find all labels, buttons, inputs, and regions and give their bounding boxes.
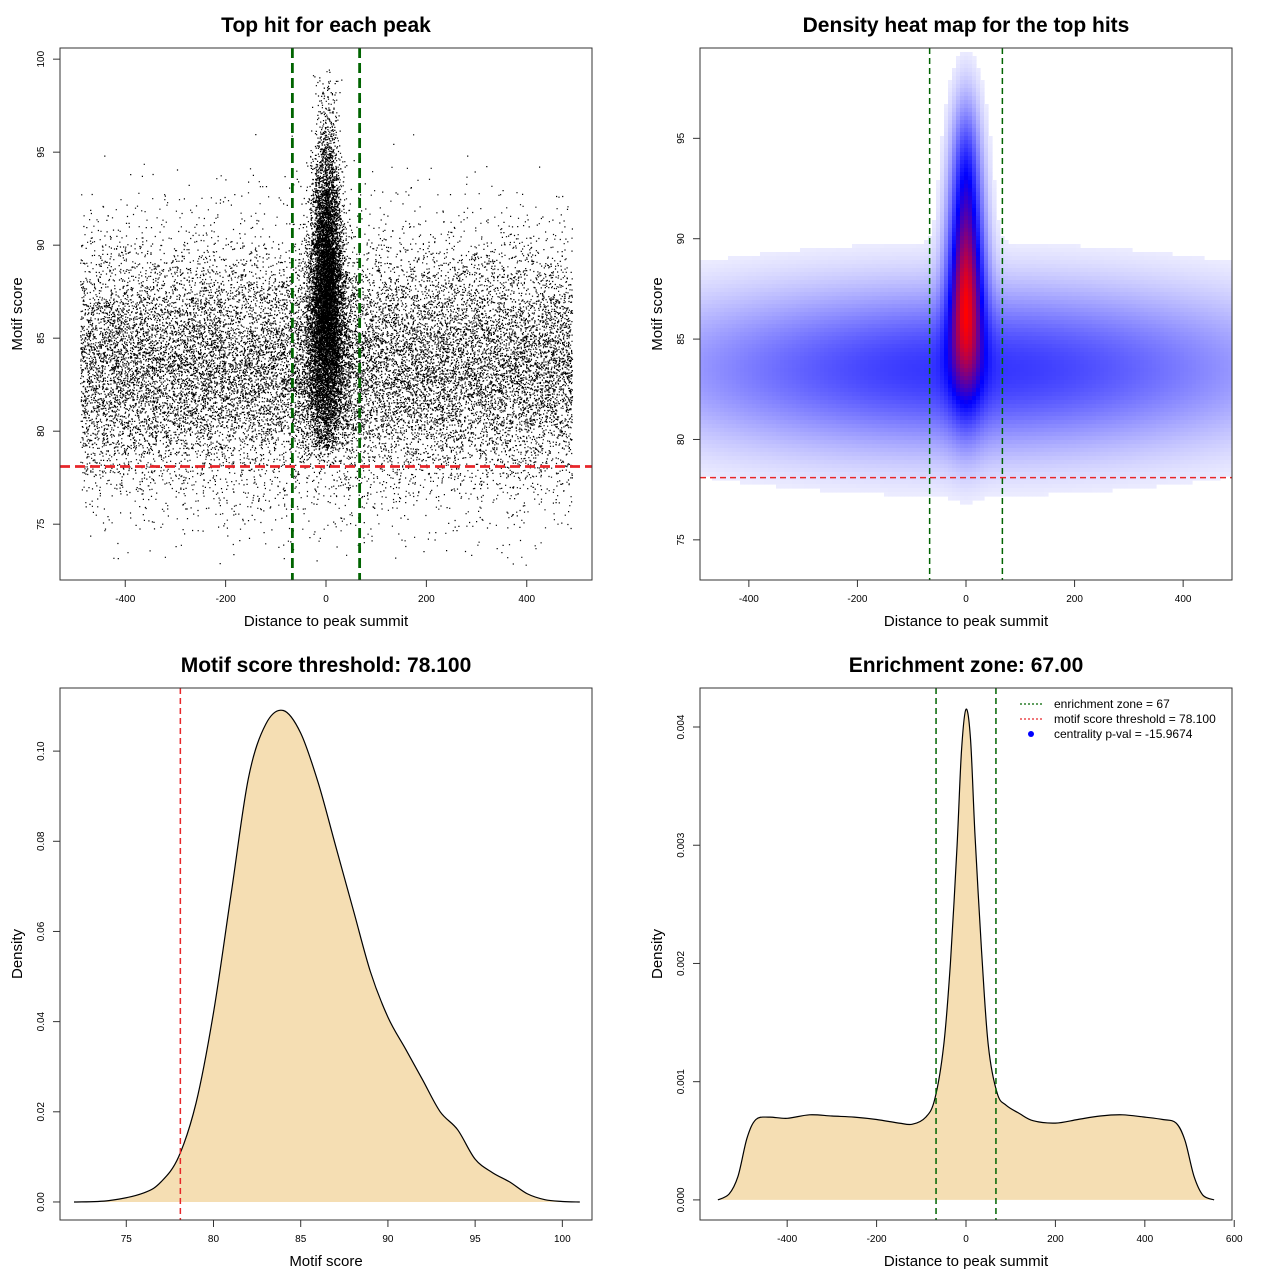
plot-area: [717, 708, 1215, 1201]
x-tick-label: 0: [963, 594, 969, 605]
x-tick-label: -400: [115, 594, 135, 605]
x-tick-label: 0: [323, 594, 329, 605]
scatter-points: [80, 69, 574, 566]
x-tick-label: 400: [1136, 1234, 1153, 1245]
chart-title: Density heat map for the top hits: [803, 14, 1130, 37]
y-tick-label: 0.00: [36, 1192, 47, 1212]
density-curve: [717, 708, 1215, 1201]
chart-title: Enrichment zone: 67.00: [849, 654, 1084, 677]
density-area: [717, 709, 1215, 1200]
legend-label: centrality p-val = -15.9674: [1054, 727, 1193, 741]
y-axis-label: Motif score: [9, 277, 26, 350]
x-tick-label: 100: [554, 1234, 571, 1245]
x-tick-label: 200: [1047, 1234, 1064, 1245]
x-tick-label: 80: [208, 1234, 220, 1245]
x-tick-label: -400: [739, 594, 759, 605]
y-tick-label: 85: [676, 333, 687, 345]
y-tick-label: 0.003: [676, 832, 687, 857]
y-tick-label: 95: [676, 132, 687, 144]
y-tick-label: 0.06: [36, 921, 47, 941]
y-tick-label: 0.08: [36, 831, 47, 851]
y-tick-label: 75: [676, 534, 687, 546]
x-tick-label: -400: [777, 1234, 797, 1245]
y-tick-label: 0.04: [36, 1011, 47, 1031]
chart-title: Top hit for each peak: [221, 14, 431, 37]
density-curve: [73, 709, 580, 1203]
y-axis-label: Density: [649, 928, 666, 979]
y-tick-label: 90: [36, 239, 47, 251]
panel-4: -400 -200 0 200 400 600 0.000 0.001 0.002 0.003 0.…: [649, 654, 1243, 1270]
y-tick-label: 90: [676, 233, 687, 245]
x-tick-label: 200: [1066, 594, 1083, 605]
y-tick-label: 100: [36, 50, 47, 67]
x-tick-label: 75: [121, 1234, 133, 1245]
x-tick-label: -200: [867, 1234, 887, 1245]
x-tick-label: 400: [518, 594, 535, 605]
y-tick-label: 0.002: [676, 951, 687, 976]
y-tick-label: 95: [36, 146, 47, 158]
y-tick-label: 0.004: [676, 714, 687, 739]
x-tick-label: 90: [382, 1234, 394, 1245]
x-tick-label: 95: [470, 1234, 482, 1245]
y-tick-label: 0.000: [676, 1187, 687, 1212]
x-tick-label: 400: [1175, 594, 1192, 605]
x-tick-label: -200: [216, 594, 236, 605]
panel-3: 75 80 85 90 95 100 0.00 0.02 0.04 0.06 0.08 0.10 Mot…: [9, 654, 593, 1270]
y-tick-label: 75: [36, 518, 47, 530]
y-tick-label: 0.02: [36, 1102, 47, 1122]
x-axis-label: Distance to peak summit: [884, 1253, 1049, 1270]
plot-area: [73, 709, 580, 1203]
plot-frame: [59, 687, 593, 1221]
heatmap-cells: [700, 52, 1232, 505]
x-tick-label: -200: [847, 594, 867, 605]
x-axis-label: Distance to peak summit: [884, 613, 1049, 630]
panel-1: -400 -200 0 200 400 75 80 85 90 95 100 Top hit for …: [9, 14, 593, 630]
y-axis-label: Motif score: [649, 277, 666, 350]
y-tick-label: 80: [36, 425, 47, 437]
legend-label: enrichment zone = 67: [1054, 697, 1170, 711]
x-tick-label: 0: [963, 1234, 969, 1245]
y-axis-label: Density: [9, 928, 26, 979]
y-tick-label: 80: [676, 433, 687, 445]
panel-2: -400 -200 0 200 400 75 80 85 90 95 Density heat ma…: [649, 14, 1233, 630]
density-area: [74, 710, 580, 1202]
legend-label: motif score threshold = 78.100: [1054, 712, 1216, 726]
x-tick-label: 85: [295, 1234, 307, 1245]
plot-area: [80, 69, 574, 566]
x-axis-label: Distance to peak summit: [244, 613, 409, 630]
y-tick-label: 0.10: [36, 741, 47, 761]
x-tick-label: 200: [418, 594, 435, 605]
y-tick-label: 85: [36, 332, 47, 344]
legend-marker: [1028, 731, 1034, 737]
chart-title: Motif score threshold: 78.100: [181, 654, 472, 677]
plot-area: [700, 52, 1232, 505]
x-axis-label: Motif score: [289, 1253, 362, 1270]
y-tick-label: 0.001: [676, 1069, 687, 1094]
x-tick-label: 600: [1226, 1234, 1243, 1245]
